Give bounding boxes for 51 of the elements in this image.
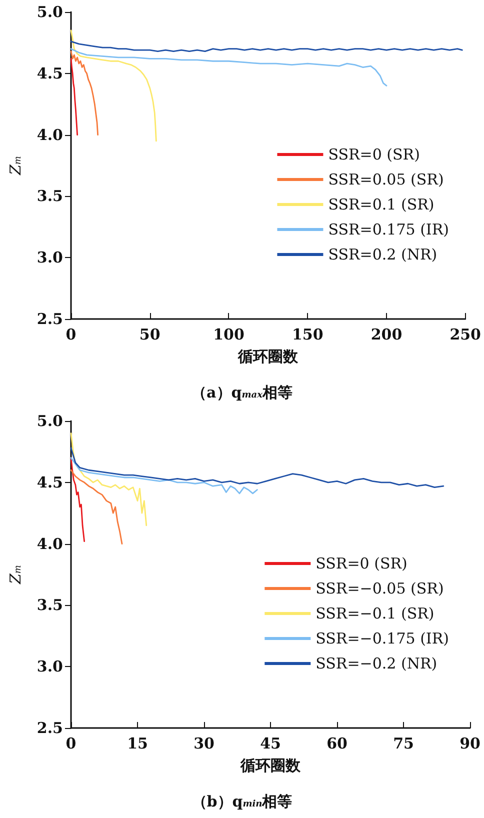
- x-tick-label: 100: [213, 326, 244, 344]
- y-axis-title: Zm: [6, 565, 24, 585]
- legend-label: SSR=0.175 (IR): [328, 220, 450, 238]
- x-axis-title: 循环圈数: [240, 756, 302, 774]
- x-tick-label: 75: [393, 734, 414, 752]
- line-series: [70, 457, 85, 542]
- text: （b）qmin相等: [192, 792, 292, 810]
- x-axis-title: 循环圈数: [237, 348, 300, 366]
- line-series: [70, 30, 157, 142]
- y-tick-label: 3.0: [36, 248, 63, 267]
- y-tick-label: 5.0: [36, 412, 63, 430]
- y-tick-label: 4.0: [36, 126, 63, 144]
- y-tick-label: 3.5: [36, 187, 63, 206]
- x-tick-label: 30: [194, 734, 214, 752]
- y-tick-label: 4.0: [36, 534, 63, 553]
- x-tick-label: 15: [127, 734, 148, 752]
- y-axis-title: Zm: [6, 156, 24, 176]
- legend-label: SSR=0 (SR): [328, 146, 420, 164]
- y-tick-label: 3.0: [36, 658, 63, 676]
- text: （a）qmax相等: [192, 384, 292, 402]
- line-series: [70, 469, 123, 544]
- legend-label: SSR=0.2 (NR): [328, 246, 438, 264]
- legend-label: SSR=−0.2 (NR): [316, 654, 438, 672]
- x-tick-label: 150: [292, 326, 324, 344]
- x-tick-label: 50: [139, 326, 160, 344]
- legend-label: SSR=−0.1 (SR): [316, 604, 434, 622]
- line-series: [70, 457, 258, 494]
- line-series: [70, 58, 78, 136]
- x-tick-label: 45: [260, 734, 281, 752]
- line-series: [70, 50, 99, 136]
- legend-label: SSR=0.1 (SR): [328, 196, 434, 214]
- legend-label: SSR=−0.05 (SR): [316, 580, 444, 598]
- x-tick-label: 200: [370, 326, 402, 344]
- legend-label: SSR=0.05 (SR): [328, 170, 444, 188]
- y-tick-label: 4.5: [36, 473, 63, 492]
- y-tick-label: 2.5: [36, 719, 63, 737]
- x-tick-label: 0: [66, 326, 76, 344]
- x-tick-label: 60: [326, 734, 348, 752]
- line-series: [70, 432, 148, 526]
- y-tick-label: 3.5: [36, 596, 63, 614]
- x-tick-label: 250: [450, 326, 481, 344]
- y-tick-label: 5.0: [36, 3, 63, 21]
- legend-label: SSR=0 (SR): [316, 554, 408, 572]
- x-tick-label: 90: [460, 734, 480, 752]
- y-tick-label: 2.5: [36, 310, 63, 328]
- line-series: [70, 447, 444, 488]
- x-tick-label: 0: [66, 734, 76, 752]
- line-series: [70, 48, 388, 86]
- line-series: [70, 40, 463, 52]
- y-tick-label: 4.5: [36, 64, 63, 82]
- legend-label: SSR=−0.175 (IR): [316, 630, 450, 648]
